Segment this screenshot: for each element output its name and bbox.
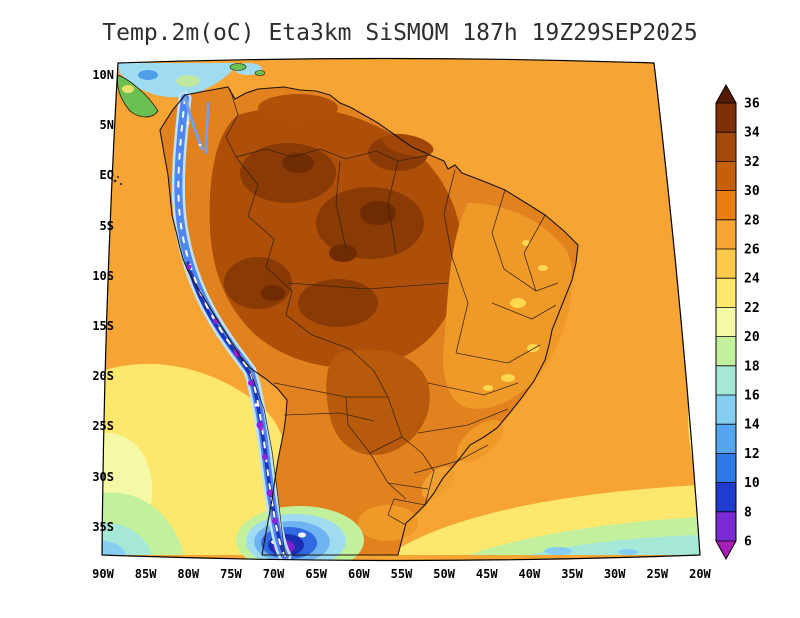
colorbar: 36 34 32 30 28 26 24 22 20 18 16 14 12 10 8 6 (715, 83, 760, 561)
colorbar-tick-label: 28 (744, 213, 760, 228)
lon-tick-label: 75W (220, 567, 242, 581)
colorbar-tick-label: 30 (744, 184, 760, 199)
colorbar-tick-label: 8 (744, 505, 752, 520)
lat-tick-label: 15S (92, 319, 114, 333)
colorbar-tick-label: 14 (744, 418, 760, 433)
colorbar-tick-label: 18 (744, 359, 760, 374)
page-title: Temp.2m(oC) Eta3km SiSMOM 187h 19Z29SEP2… (102, 20, 698, 46)
lat-tick-label: 25S (92, 419, 114, 434)
lon-tick-label: 20W (689, 567, 711, 581)
lon-tick-label: 80W (177, 567, 200, 581)
colorbar-tick-label: 34 (744, 126, 760, 141)
lat-tick-label: 5N (99, 118, 114, 133)
colorbar-tick-label: 32 (744, 155, 760, 170)
domain-boundary (101, 57, 701, 562)
lat-tick-label: 10N (92, 68, 114, 82)
lon-tick-label: 25W (646, 567, 669, 581)
coastline (159, 86, 579, 556)
lon-tick-label: 55W (390, 567, 413, 581)
colorbar-tick-label: 26 (744, 243, 760, 258)
colorbar-tick-label: 10 (744, 476, 760, 491)
colorbar-tick-label: 22 (744, 301, 760, 316)
lat-tick-label: 20S (92, 369, 114, 384)
lat-tick-label: EQ (99, 168, 114, 183)
lon-tick-label: 45W (475, 567, 498, 581)
lon-tick-label: 60W (347, 567, 370, 581)
lon-tick-label: 50W (433, 567, 455, 581)
colorbar-tick-label: 24 (744, 272, 760, 287)
colorbar-tick-label: 20 (744, 330, 760, 345)
lon-tick-label: 85W (134, 567, 157, 581)
country-borders (225, 88, 559, 556)
temperature-map (101, 57, 701, 562)
lon-tick-label: 30W (603, 567, 626, 581)
lat-tick-label: 30S (92, 469, 114, 484)
colorbar-tick-label: 16 (744, 389, 760, 404)
lat-tick-label: 35S (92, 519, 114, 534)
lat-tick-label: 10S (92, 268, 114, 283)
colorbar-tick-label: 36 (744, 97, 760, 112)
lon-tick-label: 70W (262, 567, 285, 581)
lon-tick-label: 35W (561, 567, 583, 581)
land-layer (160, 87, 578, 555)
lon-tick-label: 40W (518, 567, 541, 581)
colorbar-tick-label: 6 (744, 535, 752, 550)
colorbar-tick-label: 12 (744, 447, 760, 462)
lon-tick-label: 65W (305, 567, 328, 581)
lat-tick-label: 5S (99, 218, 114, 233)
andes-cold-band (171, 91, 292, 561)
lon-tick-label: 90W (92, 567, 114, 581)
